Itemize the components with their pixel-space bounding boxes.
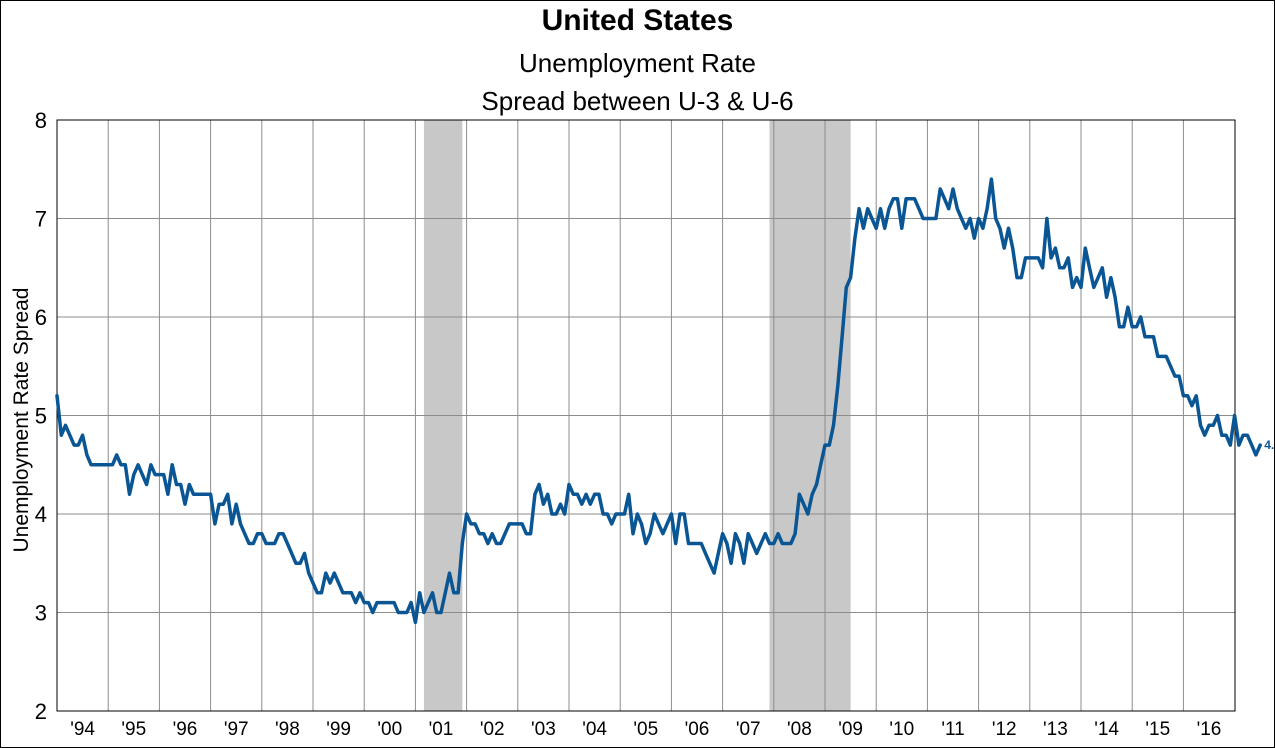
- y-tick-label: 6: [35, 305, 47, 330]
- x-tick-label: '98: [275, 719, 300, 740]
- x-tick-label: '03: [531, 719, 556, 740]
- y-tick-label: 2: [35, 699, 47, 724]
- x-tick-label: '11: [941, 719, 964, 740]
- x-tick-label: '15: [1145, 719, 1170, 740]
- y-axis-ticks: 2 3 4 5 6 7 8: [35, 108, 47, 724]
- series-layer: 4.70: [55, 177, 1275, 625]
- gridlines: [57, 119, 1235, 712]
- last-value-label: 4.70: [1264, 438, 1275, 452]
- x-tick-label: '05: [633, 719, 658, 740]
- y-axis-label: Unemployment Rate Spread: [10, 287, 33, 553]
- chart-subtitle-line-2: Spread between U-3 & U-6: [481, 86, 794, 116]
- x-tick-label: '13: [1043, 719, 1068, 740]
- x-tick-label: '04: [582, 719, 607, 740]
- x-axis-ticks: '94 '95 '96 '97 '98 '99 '00 '01 '02 '03 '04 '05 '06 '…: [70, 719, 1221, 740]
- chart-subtitle-line-1: Unemployment Rate: [519, 48, 756, 78]
- x-tick-label: '01: [429, 719, 454, 740]
- x-tick-label: '10: [889, 719, 914, 740]
- y-tick-label: 8: [35, 108, 47, 133]
- x-tick-label: '00: [377, 719, 402, 740]
- chart-title: United States: [541, 4, 734, 37]
- x-tick-label: '12: [992, 719, 1017, 740]
- series-line: [55, 177, 1262, 625]
- x-tick-label: '95: [121, 719, 146, 740]
- y-tick-label: 3: [35, 601, 47, 626]
- x-tick-label: '08: [787, 719, 812, 740]
- y-tick-label: 5: [35, 404, 47, 429]
- x-tick-label: '07: [736, 719, 761, 740]
- x-tick-label: '06: [685, 719, 710, 740]
- x-tick-label: '14: [1094, 719, 1119, 740]
- x-tick-label: '02: [480, 719, 505, 740]
- x-tick-label: '97: [224, 719, 249, 740]
- x-tick-label: '96: [173, 719, 198, 740]
- x-tick-label: '99: [326, 719, 351, 740]
- x-tick-label: '94: [70, 719, 95, 740]
- y-tick-label: 7: [35, 207, 47, 232]
- x-tick-label: '16: [1197, 719, 1222, 740]
- x-tick-label: '09: [838, 719, 863, 740]
- y-tick-label: 4: [35, 502, 47, 527]
